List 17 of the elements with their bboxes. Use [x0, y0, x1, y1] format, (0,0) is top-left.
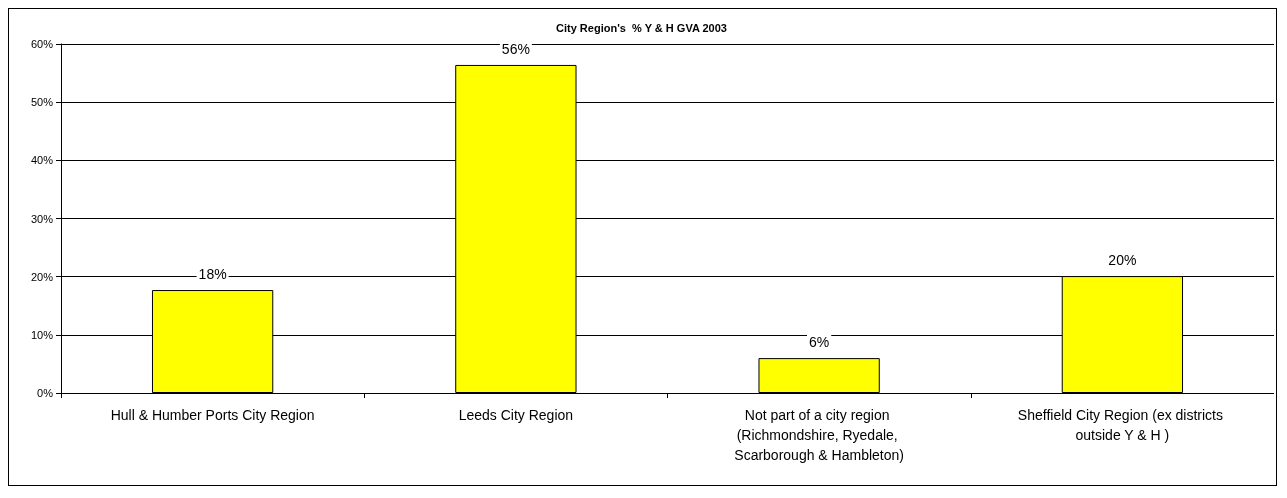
x-tick-label: Sheffield City Region (ex districts outside Y & H ) — [1017, 407, 1227, 443]
bar — [758, 358, 880, 393]
data-label: 6% — [809, 334, 830, 351]
x-tick-label: Not part of a city region (Richmondshire, Ryedale, Scarborough & Hambleton) — [734, 407, 904, 463]
x-tick-label: Hull & Humber Ports City Region — [110, 407, 315, 423]
y-tick-label: 30% — [30, 212, 54, 225]
y-tick-label: 10% — [30, 328, 54, 341]
y-tick-label: 50% — [30, 96, 54, 109]
data-label: 18% — [198, 266, 227, 283]
x-tick-label: Leeds City Region — [458, 407, 574, 423]
chart-title: City Region's % Y & H GVA 2003 — [556, 21, 727, 34]
y-tick-label: 20% — [30, 270, 54, 283]
y-tick-label: 0% — [37, 387, 54, 399]
y-tick-label: 60% — [30, 38, 54, 50]
data-label: 56% — [501, 40, 530, 57]
data-label: 20% — [1108, 252, 1137, 269]
y-tick-label: 40% — [30, 154, 54, 167]
